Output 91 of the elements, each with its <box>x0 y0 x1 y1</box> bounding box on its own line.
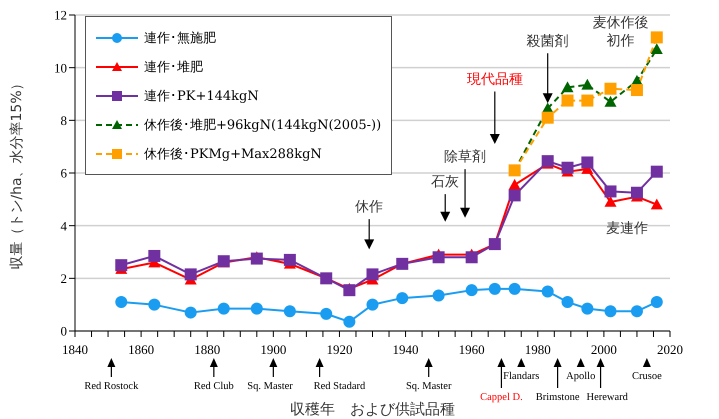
text: Red Club <box>194 381 234 392</box>
x-tick-label: 1860 <box>128 342 154 358</box>
annotation: 麦連作 <box>606 220 648 236</box>
point <box>366 298 378 311</box>
text: Red Rostock <box>84 381 140 392</box>
point <box>542 112 554 124</box>
point <box>542 286 554 298</box>
legend-label: 連作･堆肥 <box>144 58 203 76</box>
point <box>184 268 197 280</box>
point <box>508 282 521 295</box>
point <box>396 292 408 304</box>
text: Hereward <box>586 392 629 403</box>
y-tick-label: 2 <box>60 270 67 286</box>
point <box>650 296 663 308</box>
point <box>115 296 128 308</box>
text: Brimstone <box>536 392 580 403</box>
x-tick-label: 1920 <box>326 342 352 358</box>
point <box>650 31 663 44</box>
x-tick-label: 1960 <box>458 342 485 358</box>
point <box>148 250 160 262</box>
point <box>604 185 616 198</box>
text: Flandars <box>503 371 540 382</box>
legend-label: 連作･無施肥 <box>144 30 216 46</box>
point <box>366 268 378 280</box>
point <box>562 162 574 174</box>
point <box>250 252 263 265</box>
text: Crusoe <box>632 371 662 382</box>
point <box>466 251 478 264</box>
point <box>630 84 643 96</box>
point <box>508 178 521 190</box>
point <box>581 156 594 168</box>
x-tick-label: 1980 <box>524 342 551 358</box>
y-axis-title: 収量（トン/ha、水分率15%） <box>8 76 25 270</box>
point <box>488 282 501 295</box>
point <box>343 316 356 328</box>
text: Apollo <box>566 371 596 382</box>
x-tick-label: 1900 <box>260 342 286 358</box>
point <box>250 302 263 315</box>
point <box>115 259 128 272</box>
text: Sq. Master <box>406 381 452 392</box>
point <box>630 305 643 318</box>
y-tick-label: 4 <box>60 218 68 234</box>
legend-label: 連作･PK+144kgN <box>144 88 259 104</box>
text: Cappel D. <box>480 392 523 403</box>
point <box>604 305 616 318</box>
point <box>343 284 356 296</box>
point <box>542 155 554 168</box>
point <box>218 302 230 315</box>
point <box>466 284 478 296</box>
point <box>650 43 663 54</box>
point <box>630 186 643 199</box>
annotation: 休作 <box>355 199 384 216</box>
point <box>581 78 594 90</box>
point <box>562 296 574 308</box>
point <box>432 289 445 302</box>
point <box>148 298 160 311</box>
x-tick-label: 1940 <box>392 342 419 358</box>
y-tick-label: 0 <box>60 324 67 339</box>
x-axis-title: 収穫年 および供試品種 <box>290 400 455 418</box>
y-tick-label: 10 <box>54 60 67 76</box>
annotation: 麦休作後初作 <box>592 14 648 49</box>
point <box>650 166 663 178</box>
point <box>581 302 594 315</box>
point <box>432 251 445 264</box>
point <box>604 96 616 107</box>
x-tick-label: 2020 <box>657 342 683 358</box>
point <box>650 198 663 210</box>
legend-label: 休作後･堆肥+96kgN(144kgN(2005-)) <box>144 116 382 134</box>
point <box>562 81 574 92</box>
point <box>320 308 332 320</box>
y-tick-label: 12 <box>54 8 67 23</box>
point <box>604 196 616 207</box>
point <box>604 82 616 95</box>
point <box>581 94 594 107</box>
point <box>508 189 521 202</box>
legend-label: 休作後･PKMg+Max288kgN <box>144 146 322 162</box>
y-tick-label: 8 <box>60 112 67 128</box>
annotation: 除草剤 <box>444 149 486 166</box>
point <box>284 254 296 266</box>
annotation: 石灰 <box>431 174 460 190</box>
point <box>284 305 296 318</box>
annotation: 殺菌剤 <box>526 33 569 50</box>
y-tick-label: 6 <box>60 166 68 181</box>
point <box>562 94 574 107</box>
text: Red Stadard <box>314 381 366 392</box>
text: Sq. Master <box>247 381 294 392</box>
x-tick-label: 1880 <box>194 342 220 358</box>
x-tick-label: 2000 <box>590 342 617 358</box>
annotation: 現代品種 <box>466 71 523 88</box>
x-tick-label: 1840 <box>62 342 88 358</box>
point <box>184 306 197 319</box>
